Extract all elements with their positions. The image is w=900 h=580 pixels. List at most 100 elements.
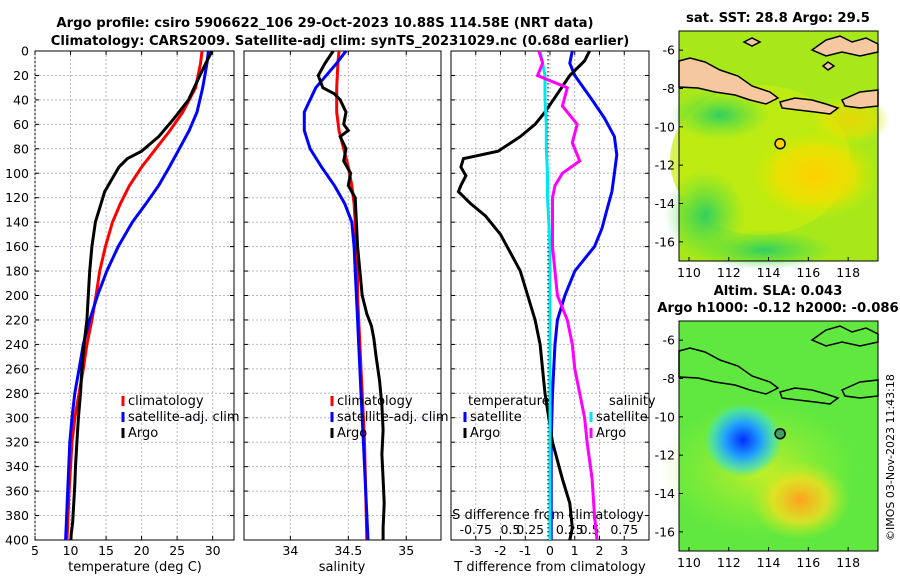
x-tick-label: -1 xyxy=(519,543,531,558)
y-tick-label: 360 xyxy=(5,484,29,499)
map-x-tick-label: 112 xyxy=(717,555,741,570)
sla-map-ticks: 110 112 114 116 118 -6 -8 -10 -12 -14 -16 xyxy=(655,333,861,570)
map-y-tick-label: -14 xyxy=(655,196,675,211)
top-x-tick-label: -0.75 xyxy=(460,522,492,537)
salinity-satellite-adj-line xyxy=(302,51,370,540)
y-tick-label: 100 xyxy=(5,166,29,181)
x-tick-label: 15 xyxy=(98,543,114,558)
legend-label-climatology: climatology xyxy=(128,394,204,409)
map-y-tick-label: -6 xyxy=(663,43,676,58)
top-x-tick-label: 0.25 xyxy=(516,522,544,537)
y-tick-label: 180 xyxy=(5,264,29,279)
sla-map-title-line2: Argo h1000: -0.12 h2000: -0.086 xyxy=(657,301,899,316)
map-y-tick-label: -16 xyxy=(655,234,675,249)
y-tick-label: 400 xyxy=(5,533,29,548)
x-tick-label: 0 xyxy=(546,543,554,558)
x-tick-label: 10 xyxy=(63,543,79,558)
figure-title-line2: Climatology: CARS2009. Satellite-adj cli… xyxy=(51,34,629,49)
sla-orange-patch xyxy=(750,460,850,540)
ticks-layer: 5 10 15 20 25 30 34 34.5 35 -3 -2 -1 0 1 2 302040608010… xyxy=(5,44,649,558)
diff-t-satellite-line xyxy=(549,51,619,540)
legend-label-argo: Argo xyxy=(128,426,158,441)
x-tick-label: 30 xyxy=(205,543,221,558)
x-tick-label: 1 xyxy=(571,543,579,558)
temperature-xlabel: temperature (deg C) xyxy=(68,560,202,575)
x-tick-label: 35 xyxy=(398,543,414,558)
x-tick-label: 20 xyxy=(134,543,150,558)
top-x-tick-label: 0.25 xyxy=(556,522,584,537)
legend-label-satellite-adj: satellite-adj. clim xyxy=(337,410,449,425)
legend-label-t-argo: Argo xyxy=(470,426,500,441)
y-tick-label: 300 xyxy=(5,410,29,425)
java-land xyxy=(678,57,780,105)
y-tick-label: 280 xyxy=(5,386,29,401)
temperature-climatology-line xyxy=(65,51,204,540)
map-x-tick-label: 116 xyxy=(796,265,820,280)
y-tick-label: 320 xyxy=(5,435,29,450)
sst-map xyxy=(665,30,890,270)
sst-warm-patch xyxy=(750,130,880,220)
salinity-xlabel: salinity xyxy=(319,560,366,575)
y-tick-label: 340 xyxy=(5,459,29,474)
x-tick-label: -3 xyxy=(470,543,482,558)
legend-label-s-argo: Argo xyxy=(596,426,626,441)
map-y-tick-label: -10 xyxy=(655,119,675,134)
map-x-tick-label: 118 xyxy=(836,265,860,280)
map-y-tick-label: -8 xyxy=(663,81,676,96)
y-tick-label: 60 xyxy=(13,117,29,132)
map-x-tick-label: 118 xyxy=(836,555,860,570)
x-tick-label: 3 xyxy=(620,543,628,558)
y-tick-label: 260 xyxy=(5,361,29,376)
y-tick-label: 20 xyxy=(13,68,29,83)
temperature-legend: climatology satellite-adj. clim Argo xyxy=(121,394,240,441)
legend-label-argo: Argo xyxy=(337,426,367,441)
bali-lombok-coastline xyxy=(779,387,840,405)
x-tick-label: -2 xyxy=(494,543,506,558)
map-x-tick-label: 112 xyxy=(717,265,741,280)
map-y-tick-label: -12 xyxy=(655,448,675,463)
temperature-satellite-adj-line xyxy=(64,51,210,540)
sst-cool-patch xyxy=(695,230,835,270)
difference-legend: temperature salinity satellite Argo sate… xyxy=(463,394,656,441)
difference-xlabel: T difference from climatology xyxy=(453,560,646,575)
sla-map-frame xyxy=(678,320,879,552)
legend-label-satellite-adj: satellite-adj. clim xyxy=(128,410,240,425)
argo-location-marker xyxy=(774,427,786,440)
x-tick-label: 25 xyxy=(169,543,185,558)
legend-header-temperature: temperature xyxy=(468,394,550,409)
map-y-tick-label: -12 xyxy=(655,158,675,173)
y-tick-label: 240 xyxy=(5,337,29,352)
diff-s-argo-line xyxy=(535,51,599,540)
java-coastline xyxy=(678,347,780,395)
argo-location-marker xyxy=(774,137,786,150)
imos-timestamp: ©IMOS 03-Nov-2023 11:43:18 xyxy=(884,374,897,541)
x-tick-label: 5 xyxy=(31,543,39,558)
legend-header-salinity: salinity xyxy=(609,394,656,409)
y-tick-label: 220 xyxy=(5,312,29,327)
legend-label-t-satellite: satellite xyxy=(470,410,522,425)
y-tick-label: 140 xyxy=(5,215,29,230)
y-tick-label: 120 xyxy=(5,190,29,205)
y-tick-label: 0 xyxy=(21,44,29,59)
map-y-tick-label: -8 xyxy=(663,371,676,386)
map-x-tick-label: 114 xyxy=(757,555,781,570)
legend-label-climatology: climatology xyxy=(337,394,413,409)
sst-map-title: sat. SST: 28.8 Argo: 29.5 xyxy=(686,11,870,26)
legend-label-s-satellite: satellite xyxy=(596,410,648,425)
y-tick-label: 200 xyxy=(5,288,29,303)
x-tick-label: 34 xyxy=(282,543,298,558)
sla-map xyxy=(660,320,879,552)
y-tick-label: 80 xyxy=(13,141,29,156)
map-x-tick-label: 110 xyxy=(677,265,701,280)
y-tick-label: 380 xyxy=(5,508,29,523)
top-x-tick-label: 0.75 xyxy=(610,522,638,537)
map-x-tick-label: 110 xyxy=(677,555,701,570)
map-x-tick-label: 114 xyxy=(757,265,781,280)
temperature-argo-line xyxy=(69,51,214,540)
salinity-argo-line xyxy=(316,51,386,540)
sla-map-title-line1: Altim. SLA: 0.043 xyxy=(714,284,843,299)
top-x-tick-label: 0.5 xyxy=(500,522,520,537)
sst-cool-patch xyxy=(670,90,770,140)
island-land xyxy=(821,61,836,71)
